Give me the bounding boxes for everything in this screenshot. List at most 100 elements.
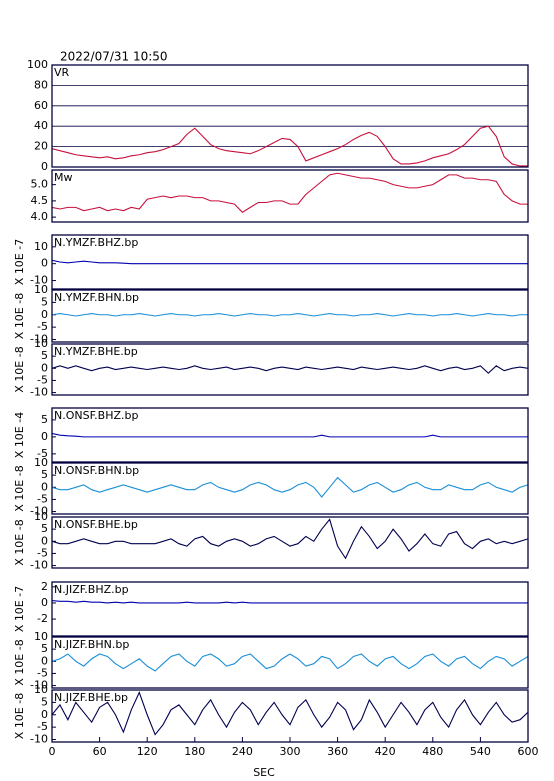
y-tick-label: -2 <box>37 612 48 625</box>
y-tick-label: 0 <box>41 308 48 321</box>
panel-label: N.JIZF.BHZ.bp <box>54 583 129 596</box>
y-axis-label: X 10E -8 <box>13 293 26 339</box>
y-axis-label: X 10E -7 <box>13 239 26 285</box>
y-tick-label: 10 <box>34 683 48 696</box>
y-tick-label: 10 <box>34 510 48 523</box>
trace <box>52 653 528 672</box>
trace <box>52 172 528 213</box>
x-tick-label: 240 <box>232 745 253 758</box>
trace <box>52 476 528 498</box>
y-tick-label: -10 <box>30 679 48 692</box>
panel-label: N.YMZF.BHZ.bp <box>54 236 138 249</box>
panel-label: N.JIZF.BHN.bp <box>54 638 129 651</box>
y-tick-label: -10 <box>30 333 48 346</box>
y-tick-label: -5 <box>37 320 48 333</box>
y-tick-label: 10 <box>34 630 48 643</box>
y-tick-label: 20 <box>34 140 48 153</box>
panel-label: VR <box>54 66 70 79</box>
y-tick-label: 5 <box>41 295 48 308</box>
y-tick-label: 5 <box>41 413 48 426</box>
panel-frame <box>51 516 529 569</box>
trace <box>52 518 528 560</box>
panel-label: N.ONSF.BHE.bp <box>54 518 138 531</box>
panel-label: N.YMZF.BHN.bp <box>54 291 139 304</box>
y-tick-label: 0 <box>41 257 48 270</box>
y-tick-label: 4.0 <box>31 210 49 223</box>
y-tick-label: 10 <box>34 337 48 350</box>
y-tick-label: 0 <box>41 430 48 443</box>
x-tick-label: 420 <box>375 745 396 758</box>
y-tick-label: -5 <box>37 720 48 733</box>
y-tick-label: -5 <box>37 546 48 559</box>
panel-frame <box>51 169 529 223</box>
panel-frame <box>51 581 529 637</box>
y-axis-label: X 10E -8 <box>13 346 26 392</box>
y-tick-label: -10 <box>30 505 48 518</box>
trace <box>52 599 528 604</box>
panel-frame <box>51 636 529 689</box>
y-tick-label: 5 <box>41 642 48 655</box>
x-tick-label: 360 <box>327 745 348 758</box>
y-tick-label: -10 <box>30 733 48 746</box>
y-tick-label: 2 <box>41 580 48 593</box>
y-tick-label: 10 <box>34 240 48 253</box>
x-axis-label: SEC <box>253 766 275 779</box>
panel-frame <box>51 343 529 396</box>
trace <box>52 365 528 374</box>
panel-frame <box>51 462 529 515</box>
y-axis-label: X 10E -4 <box>13 412 26 458</box>
trace <box>52 691 528 736</box>
y-tick-label: 5 <box>41 468 48 481</box>
y-tick-label: 60 <box>34 99 48 112</box>
panel-label: N.ONSF.BHN.bp <box>54 464 139 477</box>
y-tick-label: -5 <box>37 492 48 505</box>
y-tick-label: 0 <box>41 160 48 173</box>
y-tick-label: -10 <box>30 274 48 287</box>
panel-label: N.ONSF.BHZ.bp <box>54 409 138 422</box>
y-tick-label: 10 <box>34 456 48 469</box>
x-tick-label: 300 <box>280 745 301 758</box>
y-tick-label: 0 <box>41 534 48 547</box>
y-tick-label: 4.5 <box>31 194 49 207</box>
y-tick-label: 5.0 <box>31 178 49 191</box>
trace <box>52 259 528 265</box>
x-tick-label: 180 <box>184 745 205 758</box>
y-tick-label: -5 <box>37 373 48 386</box>
y-axis-label: X 10E -8 <box>13 519 26 565</box>
y-axis-label: X 10E -7 <box>13 586 26 632</box>
y-tick-label: 0 <box>41 596 48 609</box>
trace <box>52 125 528 167</box>
panel-label: Mw <box>54 171 73 184</box>
y-tick-label: -10 <box>30 386 48 399</box>
y-tick-label: 0 <box>41 480 48 493</box>
y-tick-label: -10 <box>30 559 48 572</box>
panel-frame <box>51 689 529 743</box>
trace <box>52 312 528 317</box>
y-axis-label: X 10E -8 <box>13 639 26 685</box>
y-tick-label: 0 <box>41 654 48 667</box>
y-tick-label: 100 <box>27 58 48 71</box>
x-tick-label: 480 <box>422 745 443 758</box>
y-tick-label: 5 <box>41 522 48 535</box>
y-axis-label: X 10E -8 <box>13 693 26 739</box>
y-axis-label: X 10E -8 <box>13 465 26 511</box>
x-tick-label: 0 <box>49 745 56 758</box>
y-tick-label: 0 <box>41 708 48 721</box>
x-tick-label: 540 <box>470 745 491 758</box>
panel-label: N.YMZF.BHE.bp <box>54 345 138 358</box>
panel-frame <box>51 407 529 463</box>
y-tick-label: -5 <box>37 666 48 679</box>
y-tick-label: 10 <box>34 283 48 296</box>
y-tick-label: 5 <box>41 695 48 708</box>
chart-title: 2022/07/31 10:50 <box>60 50 168 64</box>
panel-frame <box>51 64 529 168</box>
trace <box>52 432 528 438</box>
panel-label: N.JIZF.BHE.bp <box>54 691 128 704</box>
y-tick-label: 40 <box>34 119 48 132</box>
x-tick-label: 60 <box>93 745 107 758</box>
panel-frame <box>51 289 529 343</box>
x-tick-label: 120 <box>137 745 158 758</box>
panel-frame <box>51 234 529 290</box>
y-tick-label: 80 <box>34 78 48 91</box>
